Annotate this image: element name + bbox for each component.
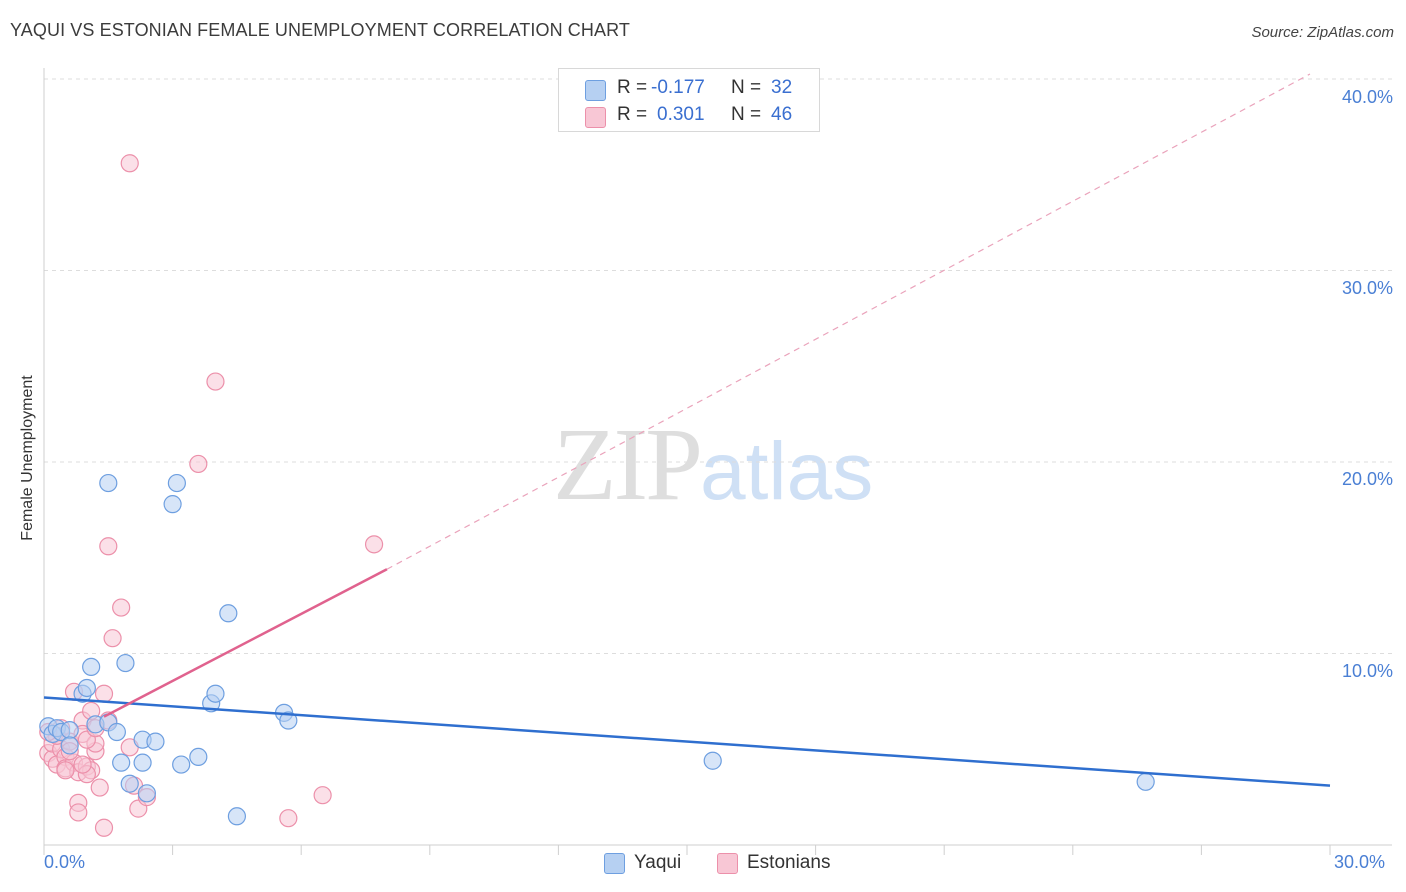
- data-point: [279, 809, 298, 828]
- data-point: [313, 786, 332, 805]
- data-point: [116, 653, 135, 673]
- estonians-swatch: [717, 853, 738, 874]
- data-point: [1136, 772, 1155, 791]
- data-point: [69, 803, 88, 822]
- trend-lines: [43, 73, 1331, 787]
- yaqui-r-value: -0.177: [651, 77, 705, 98]
- data-point: [137, 784, 156, 803]
- estonians-trend-extension: [386, 73, 1311, 570]
- yaqui-label: Yaqui: [634, 852, 682, 873]
- data-point: [133, 753, 152, 772]
- data-point: [703, 751, 722, 770]
- data-point: [364, 535, 384, 554]
- data-point: [94, 818, 114, 837]
- data-point: [82, 657, 101, 677]
- data-point: [120, 154, 139, 173]
- estonians-r-value: 0.301: [657, 104, 705, 125]
- correlation-legend: R = -0.177 N = 32 R = 0.301 N = 46: [558, 68, 820, 132]
- data-point: [56, 761, 75, 780]
- yaqui-swatch: [585, 80, 606, 101]
- r-label: R =: [617, 104, 648, 125]
- data-point: [219, 604, 238, 623]
- data-point: [90, 778, 109, 797]
- data-point: [60, 720, 79, 740]
- estonians-trend-line: [103, 568, 388, 718]
- data-point: [206, 372, 225, 391]
- data-point: [107, 722, 126, 742]
- yaqui-swatch: [604, 853, 625, 874]
- data-point: [167, 473, 186, 493]
- estonians-points: [39, 154, 384, 837]
- data-point: [172, 755, 191, 774]
- x-tick-30: 30.0%: [1334, 852, 1386, 872]
- data-point: [73, 755, 92, 774]
- yaqui-points: [39, 473, 1155, 826]
- yaqui-trend-line: [43, 696, 1331, 787]
- estonians-swatch: [585, 107, 606, 128]
- data-point: [189, 454, 208, 474]
- data-point: [99, 537, 118, 556]
- n-label: N =: [731, 104, 762, 125]
- r-label: R =: [617, 77, 648, 98]
- data-point: [94, 684, 114, 703]
- data-point: [99, 473, 118, 493]
- watermark-zip: ZIP: [553, 407, 703, 522]
- chart-title: YAQUI VS ESTONIAN FEMALE UNEMPLOYMENT CO…: [10, 20, 630, 40]
- data-point: [112, 753, 131, 772]
- data-point: [163, 495, 182, 514]
- data-point: [112, 598, 131, 617]
- yaqui-n-value: 32: [771, 77, 793, 98]
- data-point: [120, 774, 139, 793]
- data-point: [103, 629, 122, 648]
- source-credit: Source: ZipAtlas.com: [1251, 24, 1394, 41]
- grid-lines: [44, 78, 1392, 654]
- y-tick-20: 20.0%: [1341, 469, 1393, 489]
- data-point: [206, 684, 225, 703]
- data-point: [279, 711, 298, 730]
- estonians-n-value: 46: [771, 104, 793, 125]
- data-point: [146, 732, 165, 751]
- estonians-label: Estonians: [747, 852, 831, 873]
- watermark: ZIPatlas: [553, 405, 873, 524]
- watermark-atlas: atlas: [700, 426, 874, 517]
- data-point: [189, 747, 208, 767]
- data-point: [77, 678, 96, 698]
- x-tick-0: 0.0%: [44, 852, 86, 872]
- y-tick-40: 40.0%: [1341, 87, 1393, 107]
- data-point: [60, 736, 79, 755]
- y-tick-30: 30.0%: [1341, 278, 1393, 298]
- y-tick-10: 10.0%: [1341, 661, 1393, 681]
- n-label: N =: [731, 77, 762, 98]
- y-axis-label: Female Unemployment: [19, 375, 36, 541]
- data-point: [227, 807, 246, 826]
- axes: [43, 68, 1392, 855]
